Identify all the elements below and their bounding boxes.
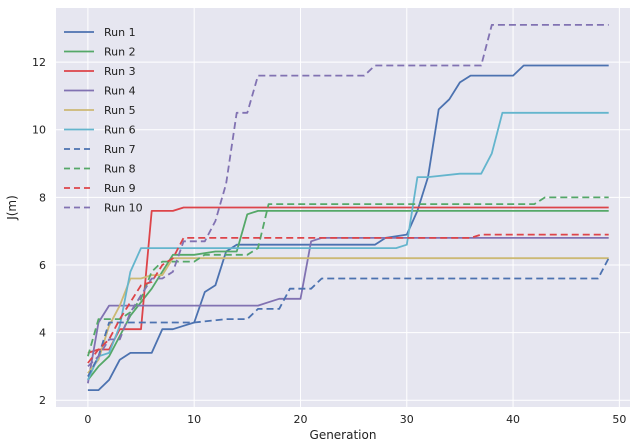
legend-item: Run 10 (64, 202, 143, 215)
x-axis-ticks: 0 10 20 30 40 50 (84, 413, 626, 426)
x-tick-label: 10 (187, 413, 201, 426)
series-line-2 (87, 209, 609, 381)
y-tick-label: 6 (39, 259, 46, 272)
x-tick-label: 20 (293, 413, 307, 426)
legend-label: Run 4 (104, 85, 136, 98)
series-line-7 (87, 257, 610, 378)
y-tick-label: 2 (39, 394, 46, 407)
x-tick-label: 40 (506, 413, 520, 426)
legend-label: Run 9 (104, 182, 136, 195)
legend-label: Run 7 (104, 143, 136, 156)
y-tick-label: 10 (32, 124, 46, 137)
legend-item: Run 9 (64, 182, 136, 195)
series-line-8 (87, 196, 609, 357)
legend-item: Run 4 (64, 85, 136, 98)
x-tick-label: 50 (612, 413, 626, 426)
series-lines (87, 23, 610, 392)
legend-label: Run 10 (104, 202, 143, 215)
legend: Run 1 Run 2 Run 3 Run 4 Run 5 Run 6 Run 7 Run 8… (64, 26, 143, 215)
legend-label: Run 2 (104, 46, 136, 59)
y-axis-title: J(m) (5, 195, 19, 221)
legend-item: Run 1 (64, 26, 136, 39)
legend-label: Run 1 (104, 26, 136, 39)
x-tick-label: 30 (400, 413, 414, 426)
series-line-1 (87, 64, 609, 392)
legend-label: Run 8 (104, 163, 136, 176)
series-line-10 (87, 23, 609, 368)
legend-item: Run 2 (64, 46, 136, 59)
y-tick-label: 4 (39, 327, 46, 340)
legend-item: Run 5 (64, 104, 136, 117)
legend-label: Run 3 (104, 65, 136, 78)
legend-label: Run 6 (104, 124, 136, 137)
legend-label: Run 5 (104, 104, 136, 117)
legend-item: Run 6 (64, 124, 136, 137)
x-tick-label: 0 (84, 413, 91, 426)
legend-item: Run 8 (64, 163, 136, 176)
y-axis-ticks: 2 4 6 8 10 12 (32, 56, 46, 407)
legend-item: Run 7 (64, 143, 136, 156)
y-tick-label: 12 (32, 56, 46, 69)
y-tick-label: 8 (39, 191, 46, 204)
x-axis-title: Generation (310, 428, 377, 441)
legend-item: Run 3 (64, 65, 136, 78)
